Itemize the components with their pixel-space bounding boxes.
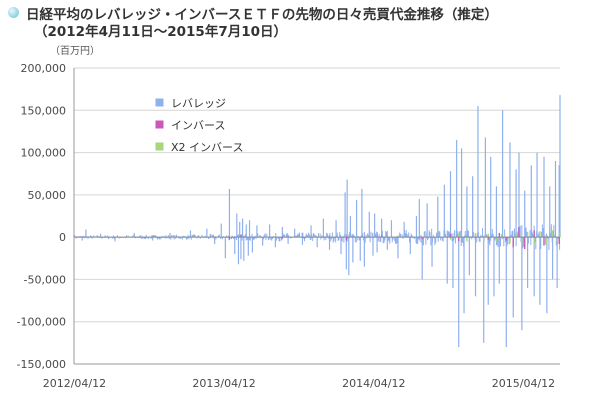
y-tick-label: 200,000 [21, 62, 67, 75]
legend-swatch [154, 119, 165, 130]
x-tick-label: 2014/04/12 [342, 377, 405, 390]
legend-entry-label: インバース [171, 119, 225, 132]
y-tick-label: -50,000 [24, 273, 66, 286]
legend-entry-label: X2 インバース [171, 141, 243, 154]
y-tick-label: 0 [59, 231, 66, 244]
title-bullet-icon [8, 7, 19, 18]
series-2 [449, 230, 561, 246]
x-tick-label: 2015/04/12 [492, 377, 555, 390]
chart-subtitle: （2012年4月11日〜2015年7月10日） [34, 24, 288, 40]
chart-bars [73, 95, 561, 348]
series-0 [73, 95, 561, 348]
y-tick-label: -100,000 [17, 316, 66, 329]
y-axis-unit-label: （百万円） [50, 46, 100, 57]
legend-swatch [154, 97, 165, 108]
legend-swatch [154, 141, 165, 152]
x-tick-label: 2013/04/12 [192, 377, 255, 390]
y-tick-label: 100,000 [21, 147, 67, 160]
y-tick-label: 150,000 [21, 104, 67, 117]
chart-title: 日経平均のレバレッジ・インバースＥＴＦの先物の日々売買代金推移（推定） [26, 7, 498, 23]
legend-entry-label: レバレッジ [171, 97, 226, 110]
y-tick-label: 50,000 [28, 189, 67, 202]
x-tick-label: 2012/04/12 [43, 377, 106, 390]
y-tick-label: -150,000 [17, 358, 66, 371]
chart-grid [74, 67, 560, 365]
chart-axes: 200,000 150,000 100,000 50,000 0 -50,000 -100,… [17, 62, 560, 390]
